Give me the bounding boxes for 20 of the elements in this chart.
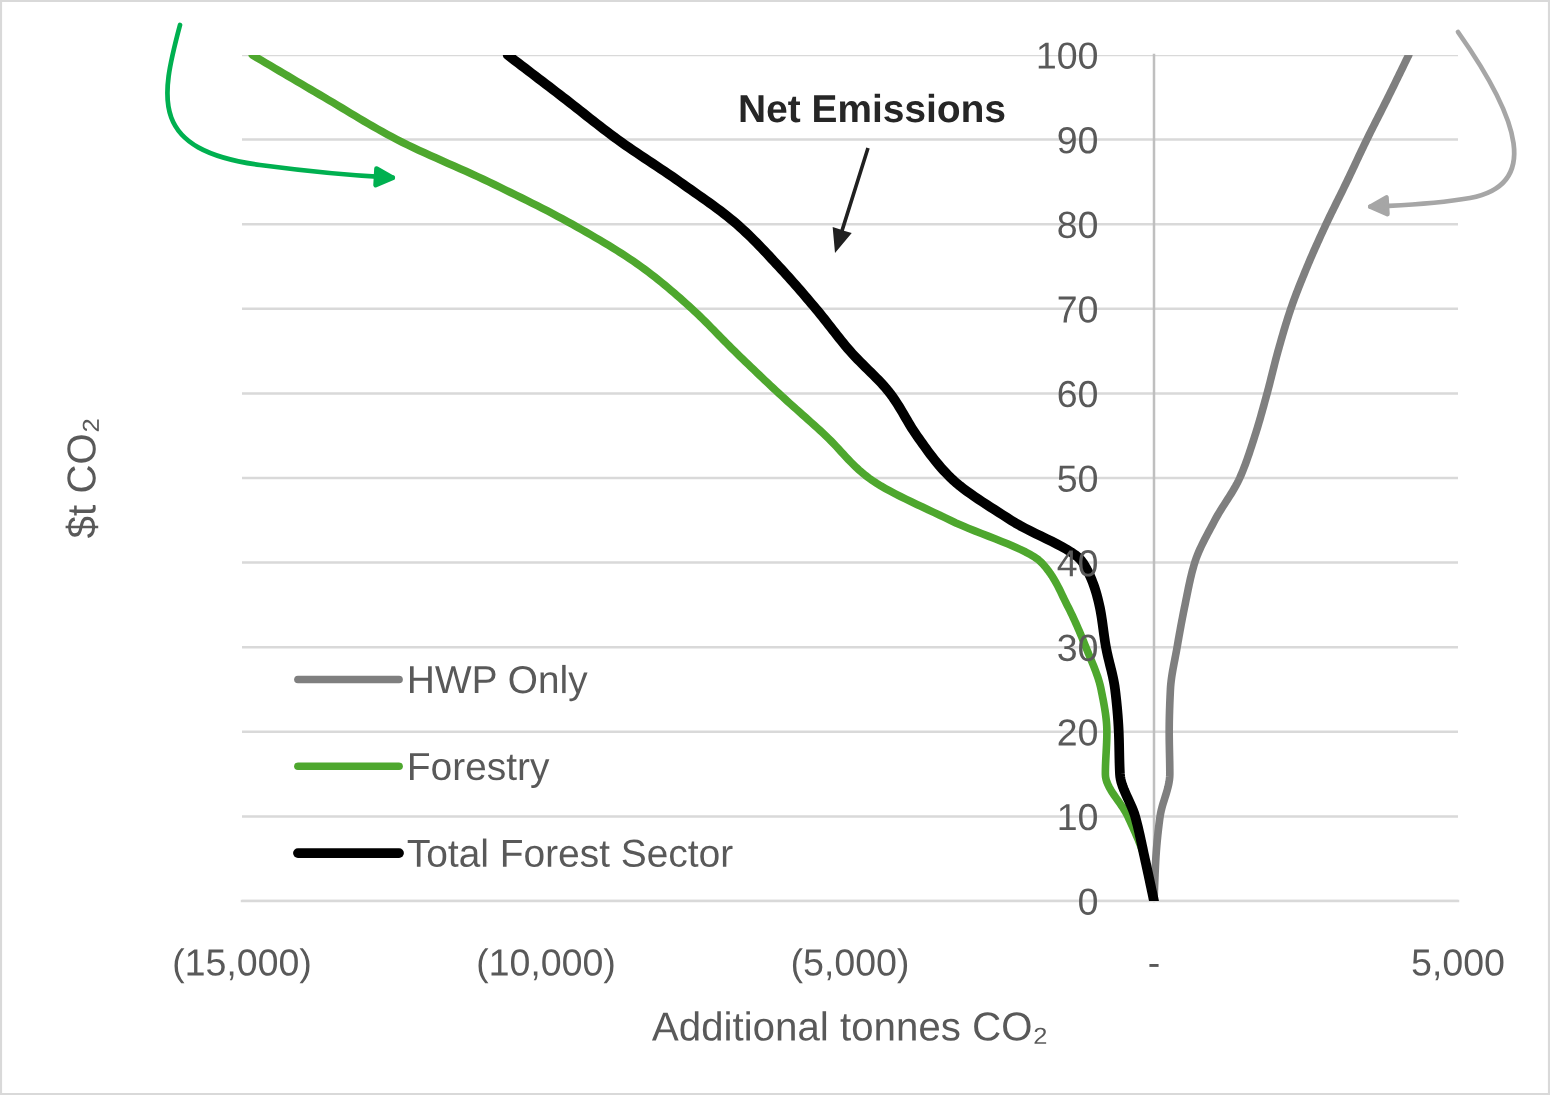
y-tick-label: 10: [1059, 803, 1097, 831]
y-tick-label: 70: [1058, 296, 1097, 323]
legend-label: HWP Only: [410, 664, 588, 702]
y-tick-label: 60: [1058, 380, 1097, 408]
y-tick-label: 0: [1079, 888, 1097, 915]
y-tick-label: 50: [1058, 465, 1097, 492]
legend-label: Forestry: [410, 753, 550, 788]
y-tick-label: 20: [1058, 719, 1097, 746]
x-tick-label: 5,000: [1412, 949, 1504, 981]
legend-label: Total Forest Sector: [407, 838, 733, 868]
annotation: Net Emissions: [740, 93, 1005, 123]
x-tick-label: -: [1149, 963, 1159, 967]
y-tick-label: 90: [1058, 127, 1097, 154]
x-tick-label: (15,000): [174, 948, 310, 984]
x-tick-label: (10,000): [478, 948, 614, 984]
x-tick-label: (5,000): [792, 948, 908, 984]
x-axis-title: Additional tonnes CO₂: [651, 1011, 1047, 1044]
y-tick-label: 100: [1038, 42, 1097, 69]
y-axis-title: $t CO₂: [65, 419, 99, 538]
y-tick-label: 80: [1058, 211, 1097, 239]
